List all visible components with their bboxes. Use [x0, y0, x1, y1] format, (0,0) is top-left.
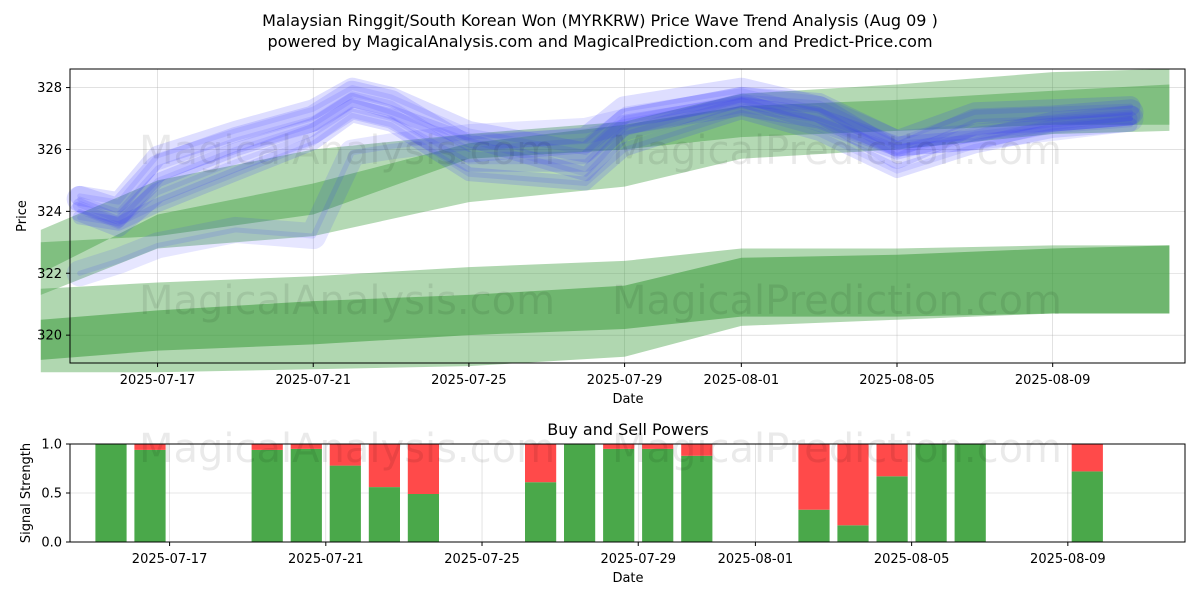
- power-y-tick-label: 1.0: [41, 438, 62, 453]
- blue-wave-3: [66, 77, 1144, 225]
- power-y-tick-label: 0.5: [41, 487, 62, 502]
- blue-wave-6: [66, 86, 1144, 287]
- sell-bar: [407, 444, 439, 494]
- sell-bar: [525, 444, 557, 483]
- watermark-prediction-top: MagicalPrediction.com: [612, 128, 1062, 174]
- sell-bar: [329, 444, 361, 466]
- price-x-tick-label: 2025-07-25: [431, 373, 507, 388]
- buy-sell-bars: [95, 444, 1103, 542]
- blue-wave-5: [69, 77, 1141, 213]
- sell-bar: [603, 444, 635, 449]
- blue-wave-4: [72, 105, 1138, 231]
- power-x-tick-label: 2025-08-01: [718, 552, 794, 567]
- power-x-ticks: 2025-07-17 2025-07-21 2025-07-25 2025-07-29…: [132, 542, 1106, 567]
- buy-bar: [837, 525, 869, 542]
- power-x-tick-label: 2025-07-17: [132, 552, 208, 567]
- power-x-tick-label: 2025-08-09: [1030, 552, 1106, 567]
- price-x-ticks: 2025-07-17 2025-07-21 2025-07-25 2025-07-29…: [120, 363, 1091, 388]
- sell-bar: [368, 444, 400, 488]
- blue-wave-1-core: [77, 97, 1133, 224]
- buy-bar: [407, 494, 439, 542]
- price-y-tick-label: 322: [37, 267, 62, 282]
- chart-title-line1: Malaysian Ringgit/South Korean Won (MYRK…: [262, 11, 938, 30]
- power-panel-title: Buy and Sell Powers: [547, 420, 709, 439]
- buy-bar: [681, 455, 713, 542]
- buy-bar: [876, 476, 908, 542]
- buy-bar: [329, 465, 361, 542]
- buy-bar: [954, 444, 986, 542]
- buy-bar: [915, 444, 947, 542]
- blue-wave-6-core: [77, 97, 1133, 276]
- sell-bar: [290, 444, 322, 449]
- price-x-tick-label: 2025-07-29: [587, 373, 663, 388]
- sell-bar: [798, 444, 830, 510]
- price-y-tick-label: 320: [37, 329, 62, 344]
- buy-bar: [290, 448, 322, 542]
- sell-bar: [134, 444, 166, 450]
- blue-wave-3-core: [77, 88, 1133, 214]
- price-watermarks: MagicalAnalysis.com MagicalPrediction.co…: [139, 128, 1062, 324]
- blue-wave-4-core: [77, 109, 1133, 227]
- sell-bar: [681, 444, 713, 456]
- watermark-analysis-mid: MagicalAnalysis.com: [139, 278, 555, 324]
- price-x-tick-label: 2025-08-05: [859, 373, 935, 388]
- power-watermarks: MagicalAnalysis.com MagicalPrediction.co…: [139, 426, 1062, 472]
- watermark-prediction-bottom: MagicalPrediction.com: [612, 426, 1062, 472]
- price-x-tick-label: 2025-07-17: [120, 373, 196, 388]
- buy-bar: [368, 487, 400, 542]
- buy-bar: [251, 449, 283, 542]
- blue-wave-5-core: [77, 85, 1133, 205]
- sell-bar: [837, 444, 869, 526]
- blue-wave-2: [69, 96, 1141, 237]
- price-y-tick-label: 328: [37, 81, 62, 96]
- buy-bar: [603, 448, 635, 542]
- power-x-axis-label: Date: [612, 571, 643, 586]
- green-band-lower-band-narrow: [40, 245, 1170, 360]
- price-panel-grid: [70, 69, 1185, 363]
- green-band-upper-band-wide: [40, 69, 1170, 295]
- watermark-analysis-top: MagicalAnalysis.com: [139, 128, 555, 174]
- power-y-axis-label: Signal Strength: [19, 443, 34, 543]
- blue-wave-2-core: [77, 103, 1133, 230]
- buy-bar: [525, 482, 557, 542]
- power-x-tick-label: 2025-07-25: [444, 552, 520, 567]
- price-y-tick-label: 326: [37, 143, 62, 158]
- sell-bar: [876, 444, 908, 477]
- price-y-tick-label: 324: [37, 205, 62, 220]
- price-x-tick-label: 2025-08-01: [704, 373, 780, 388]
- price-x-tick-label: 2025-08-09: [1015, 373, 1091, 388]
- sell-bar: [1071, 444, 1103, 472]
- buy-bar: [564, 444, 596, 542]
- power-x-tick-label: 2025-07-21: [288, 552, 364, 567]
- green-band-upper-band-narrow: [40, 84, 1170, 274]
- power-x-tick-label: 2025-07-29: [600, 552, 676, 567]
- blue-wave-1: [72, 92, 1138, 228]
- blue-waves: [66, 77, 1144, 287]
- sell-bar: [251, 444, 283, 450]
- buy-bar: [642, 448, 674, 542]
- power-y-ticks: 0.0 0.5 1.0: [41, 438, 70, 551]
- buy-bar: [134, 449, 166, 542]
- price-x-axis-label: Date: [612, 392, 643, 407]
- watermark-prediction-mid: MagicalPrediction.com: [612, 278, 1062, 324]
- price-panel-frame: [69, 68, 1186, 364]
- watermark-analysis-bottom: MagicalAnalysis.com: [139, 426, 555, 472]
- price-x-tick-label: 2025-07-21: [275, 373, 351, 388]
- green-band-lower-band-wide: [40, 245, 1170, 373]
- power-y-tick-label: 0.0: [41, 536, 62, 551]
- power-x-tick-label: 2025-08-05: [874, 552, 950, 567]
- buy-bar: [1071, 471, 1103, 542]
- buy-bar: [798, 509, 830, 542]
- sell-bar: [642, 444, 674, 449]
- price-y-ticks: 320 322 324 326 328: [37, 81, 70, 344]
- price-y-axis-label: Price: [15, 200, 30, 232]
- chart-title-line2: powered by MagicalAnalysis.com and Magic…: [267, 32, 932, 51]
- buy-bar: [95, 444, 127, 542]
- green-bands: [40, 69, 1170, 373]
